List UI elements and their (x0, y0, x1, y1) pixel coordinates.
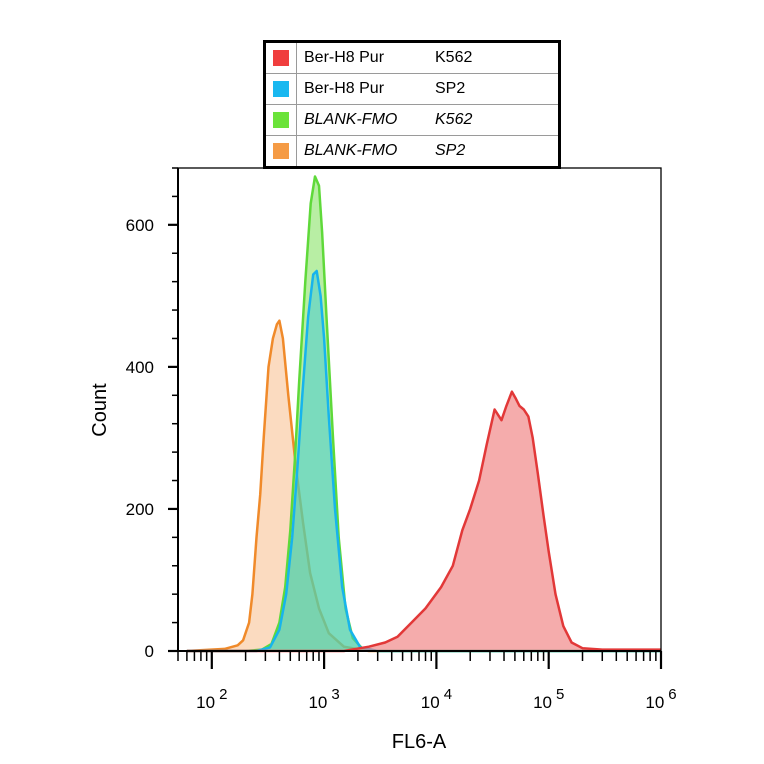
series-line (186, 390, 661, 653)
series-area (186, 320, 661, 651)
series-area (186, 391, 661, 651)
legend-item: BLANK-FMO SP2 (266, 135, 558, 166)
x-axis-ticks: 10 2 10 3 10 4 10 5 10 6 (177, 650, 677, 712)
y-axis-ticks: 0 200 400 600 (126, 167, 179, 661)
legend-item: Ber-H8 Pur K562 (266, 43, 558, 73)
legend-antibody-label: BLANK-FMO (304, 142, 398, 159)
plot-frame (177, 167, 662, 652)
legend-sample-label: SP2 (435, 80, 466, 97)
legend-item: Ber-H8 Pur SP2 (266, 73, 558, 104)
legend-swatch (273, 143, 289, 159)
legend-swatch (273, 81, 289, 97)
series-fills (186, 175, 661, 653)
legend-sample-label: K562 (435, 111, 473, 128)
legend-antibody-label: Ber-H8 Pur (304, 80, 385, 97)
legend-item: BLANK-FMO K562 (266, 104, 558, 135)
y-tick-label: 400 (126, 358, 154, 377)
x-tick-label: 10 3 (308, 686, 339, 712)
series-line (186, 269, 661, 653)
legend-antibody-label: BLANK-FMO (304, 111, 398, 128)
legend-sample-label: SP2 (435, 142, 466, 159)
legend-swatch (273, 112, 289, 128)
x-tick-label: 10 4 (421, 686, 452, 712)
legend-antibody-label: Ber-H8 Pur (304, 49, 385, 66)
legend-sample-label: K562 (435, 49, 473, 66)
x-tick-label: 10 5 (533, 686, 564, 712)
y-axis-title: Count (89, 383, 111, 437)
legend-swatch (273, 50, 289, 66)
legend: Ber-H8 Pur K562 Ber-H8 Pur SP2 BLANK-FMO… (263, 40, 561, 169)
x-tick-label: 10 2 (196, 686, 227, 712)
y-tick-label: 600 (126, 216, 154, 235)
y-tick-label: 200 (126, 500, 154, 519)
x-axis-title: FL6-A (392, 731, 447, 753)
x-tick-label: 10 6 (645, 686, 676, 712)
y-tick-label: 0 (145, 642, 154, 661)
